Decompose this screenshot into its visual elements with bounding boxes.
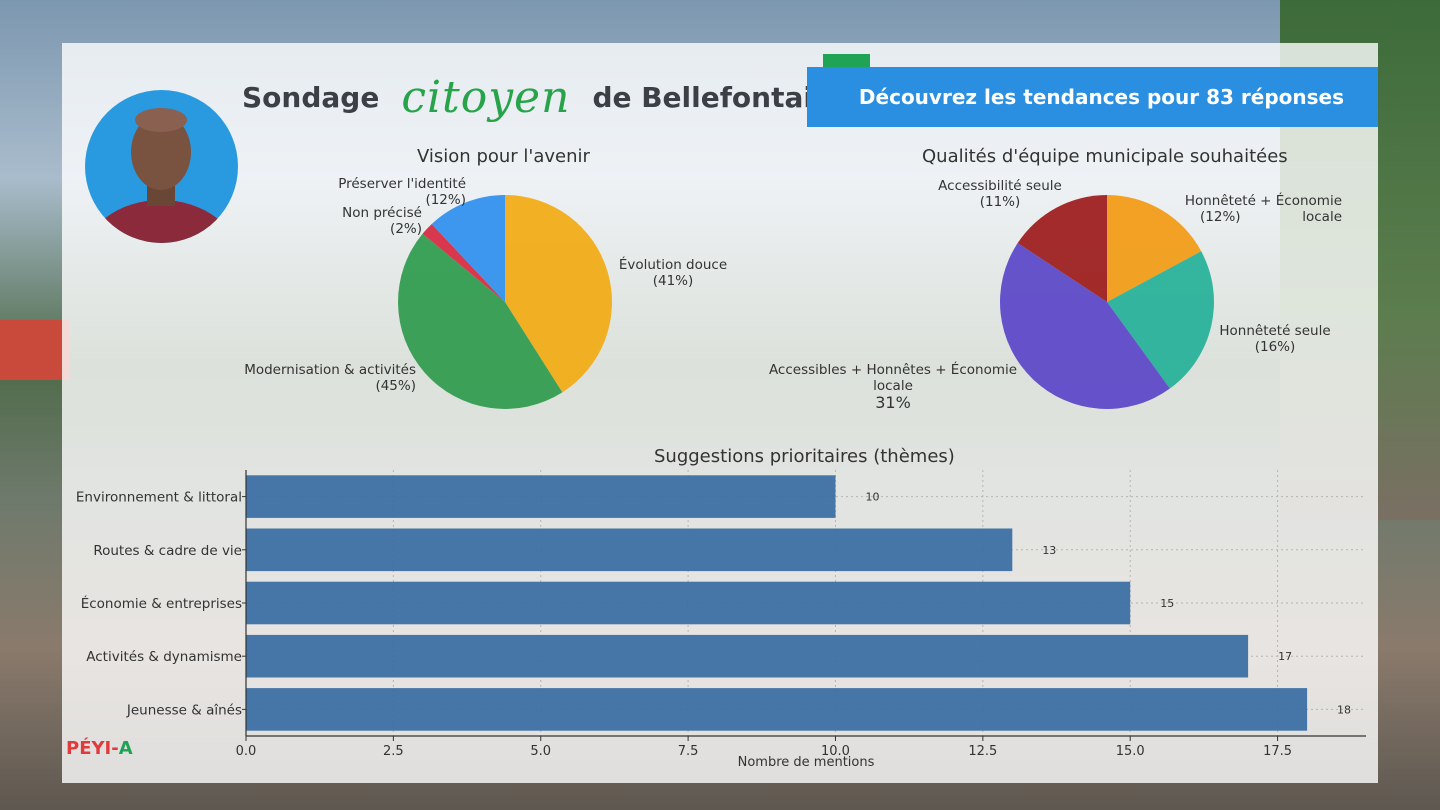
pie1-label-preserver: Préserver l'identité (12%)	[338, 176, 466, 208]
peyia-logo: PÉYI-A	[66, 738, 133, 759]
bar-title: Suggestions prioritaires (thèmes)	[654, 446, 955, 467]
pie2-label-accessibilite: Accessibilité seule (11%)	[938, 178, 1062, 210]
banner-text: Découvrez les tendances pour 83 réponses	[858, 85, 1344, 109]
pie2-title: Qualités d'équipe municipale souhaitées	[922, 146, 1288, 167]
background-roof	[0, 320, 70, 380]
pie1-title: Vision pour l'avenir	[417, 146, 590, 167]
pie1-label-evolution: Évolution douce (41%)	[618, 257, 728, 289]
page-title: Sondage citoyen de Bellefontaine	[242, 62, 852, 132]
pie1-label-nonprecise: Non précisé (2%)	[342, 205, 422, 237]
title-script: citoyen	[401, 71, 571, 123]
bar-xlabel: Nombre de mentions	[737, 755, 875, 770]
avatar	[85, 90, 238, 243]
banner: Découvrez les tendances pour 83 réponses	[807, 67, 1378, 127]
pie2-label-honnetete: Honnêteté seule (16%)	[1219, 323, 1331, 355]
title-left: Sondage	[242, 80, 380, 114]
pie2-label-accessibles: Accessibles + Honnêtes + Économie locale…	[768, 362, 1018, 412]
pie1-label-modernisation: Modernisation & activités (45%)	[244, 362, 416, 394]
pie2-label-honnetete-eco: Honnêteté + Économie (12%) locale	[1184, 193, 1342, 225]
